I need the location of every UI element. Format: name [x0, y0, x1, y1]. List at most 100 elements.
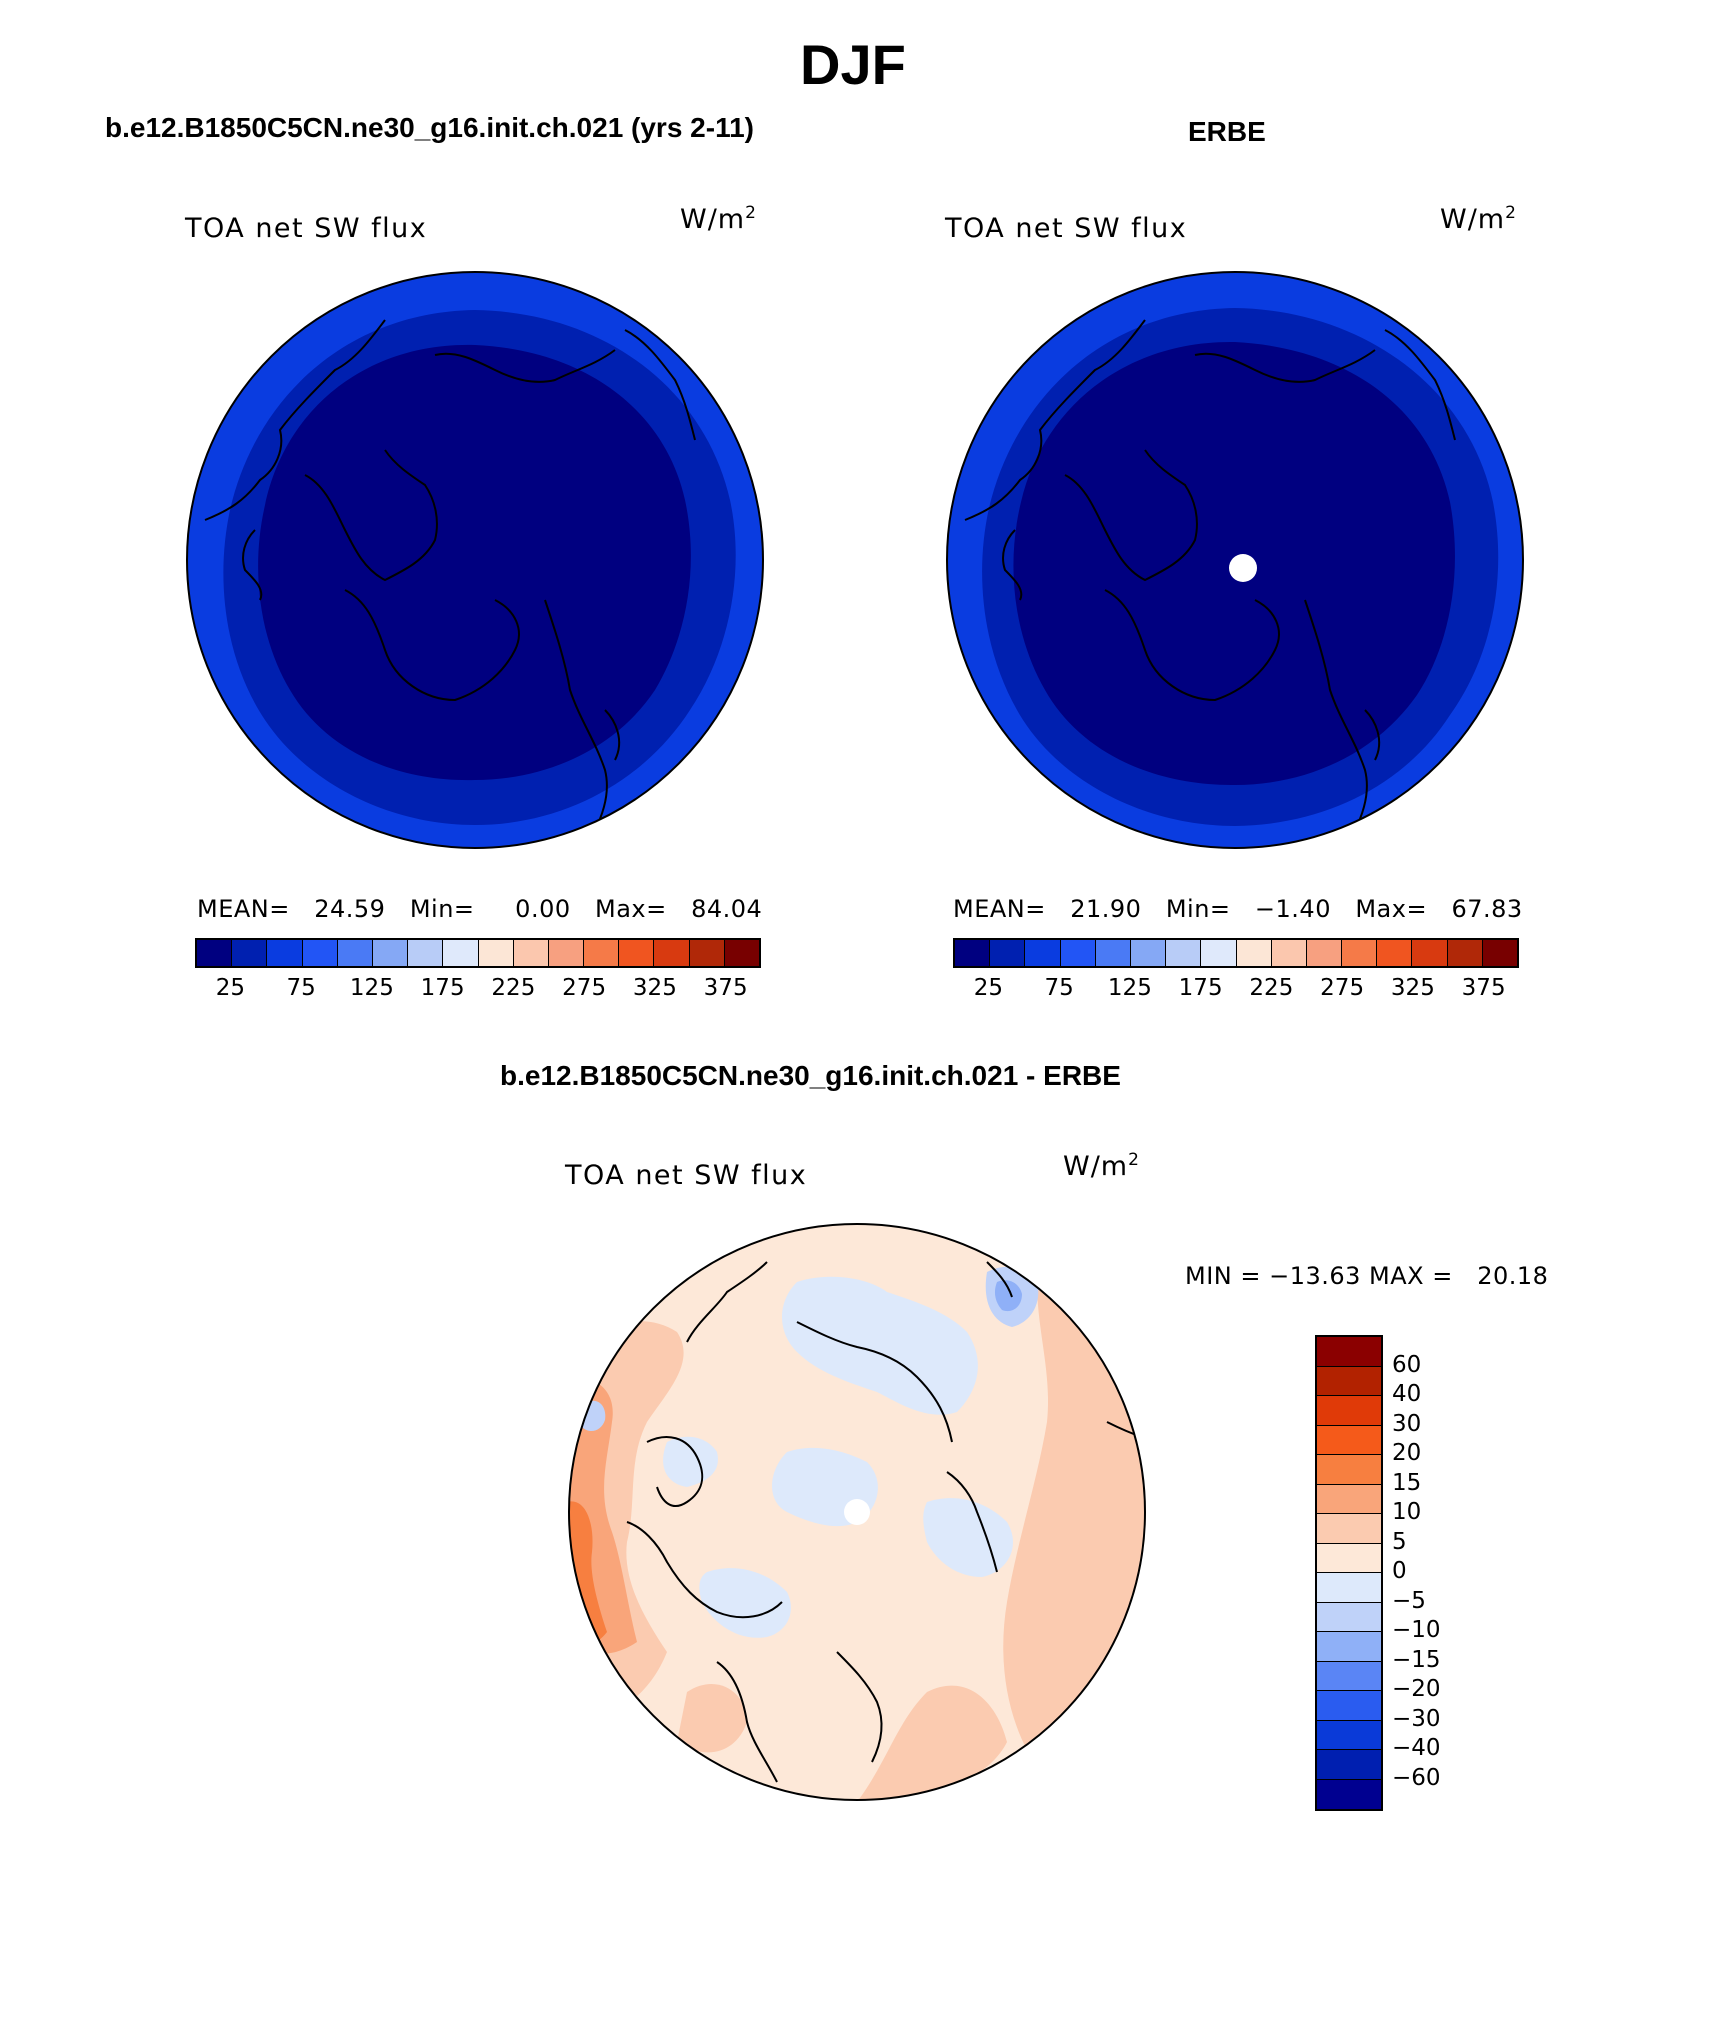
model-colorbar-box	[267, 940, 303, 966]
obs-polar-map	[946, 271, 1524, 849]
obs-colorbar-box	[1447, 940, 1483, 966]
diff-colorbar-tick-label: 5	[1392, 1528, 1407, 1555]
model-colorbar-box	[372, 940, 409, 966]
model-colorbar-box	[443, 940, 479, 966]
obs-colorbar-box	[1412, 940, 1448, 966]
diff-coastlines	[626, 1261, 1143, 1783]
model-stats: MEAN= 24.59 Min= 0.00 Max= 84.04	[197, 895, 763, 923]
model-coastlines	[204, 319, 696, 831]
obs-colorbar-box	[1377, 940, 1413, 966]
model-colorbar-box	[689, 940, 725, 966]
obs-stats: MEAN= 21.90 Min= −1.40 Max= 67.83	[953, 895, 1523, 923]
diff-colorbar-box	[1317, 1455, 1381, 1485]
model-field-label: TOA net SW flux	[185, 213, 428, 244]
obs-colorbar-tick-label: 275	[1320, 975, 1365, 1001]
model-colorbar-box	[337, 940, 373, 966]
diff-colorbar-box	[1317, 1632, 1381, 1662]
figure-title: DJF	[800, 33, 906, 96]
model-colorbar-tick-label: 125	[349, 975, 394, 1001]
diff-colorbar-tick-label: 0	[1392, 1558, 1407, 1584]
diff-field-label: TOA net SW flux	[565, 1160, 808, 1191]
diff-colorbar-tick-label: 15	[1392, 1469, 1422, 1496]
diff-neg-ne3	[994, 1280, 1022, 1312]
obs-colorbar-tick-label: 325	[1390, 975, 1435, 1001]
diff-map-border	[568, 1223, 1146, 1801]
diff-neg-east	[923, 1498, 1013, 1577]
diff-colorbar-box	[1317, 1514, 1381, 1544]
diff-colorbar-box	[1317, 1750, 1381, 1780]
diff-polar-map	[568, 1223, 1146, 1801]
diff-stats: MIN = −13.63 MAX = 20.18	[1185, 1262, 1549, 1290]
diff-colorbar-box	[1317, 1779, 1381, 1809]
obs-colorbar-ticks: 25 75 125 175 225 275 325 375	[953, 975, 1519, 1005]
model-colorbar-box	[513, 940, 549, 966]
model-colorbar-box	[478, 940, 514, 966]
model-colorbar-ticks: 25 75 125 175 225 275 325 375	[195, 975, 761, 1005]
obs-colorbar-box	[1025, 940, 1061, 966]
model-colorbar-box	[619, 940, 655, 966]
model-colorbar-tick-label: 225	[491, 975, 536, 1001]
diff-colorbar-tick-label: −40	[1392, 1735, 1441, 1761]
obs-colorbar-box	[1166, 940, 1202, 966]
obs-colorbar-tick-label: 225	[1249, 975, 1294, 1001]
diff-colorbar-ticks: 60 40 30 20 15 10 5 0 −5 −10 −15 −20 −30 −40 −60	[1392, 1335, 1512, 1807]
obs-coastlines	[964, 319, 1456, 831]
diff-colorbar-tick-label: −10	[1392, 1617, 1441, 1643]
diff-colorbar-box	[1317, 1602, 1381, 1632]
model-colorbar-tick-label: 325	[632, 975, 677, 1001]
model-colorbar-box	[584, 940, 620, 966]
model-colorbar-tick-label: 75	[286, 975, 316, 1001]
diff-pos-southwest	[677, 1683, 747, 1753]
diff-neg-south	[699, 1568, 791, 1638]
model-colorbar-box	[302, 940, 338, 966]
diff-missing-pole	[844, 1499, 870, 1525]
obs-map-border	[946, 271, 1524, 849]
diff-neg-west	[663, 1436, 718, 1487]
diff-colorbar-box	[1317, 1396, 1381, 1426]
diff-colorbar-tick-label: −30	[1392, 1705, 1441, 1732]
diff-colorbar-tick-label: 40	[1392, 1381, 1422, 1407]
diff-panel-title: b.e12.B1850C5CN.ne30_g16.init.ch.021 - E…	[500, 1060, 1121, 1091]
diff-neg-ne	[782, 1276, 978, 1415]
diff-units-label: W/m2	[1063, 1150, 1140, 1182]
diff-colorbar-tick-label: 20	[1392, 1440, 1422, 1466]
model-colorbar-box	[232, 940, 268, 966]
diff-colorbar	[1315, 1335, 1383, 1811]
obs-colorbar-box	[1482, 940, 1517, 966]
obs-units-label: W/m2	[1440, 203, 1517, 235]
model-colorbar-box	[197, 940, 233, 966]
model-colorbar-box	[654, 940, 690, 966]
obs-colorbar-box	[955, 940, 991, 966]
diff-colorbar-box	[1317, 1425, 1381, 1455]
obs-colorbar	[953, 938, 1519, 968]
model-colorbar-box	[724, 940, 759, 966]
diff-colorbar-box	[1317, 1366, 1381, 1396]
model-colorbar	[195, 938, 761, 968]
model-map-border	[186, 271, 764, 849]
diff-colorbar-box	[1317, 1337, 1381, 1367]
model-colorbar-box	[548, 940, 585, 966]
obs-colorbar-tick-label: 125	[1107, 975, 1152, 1001]
diff-colorbar-box	[1317, 1484, 1381, 1514]
diff-colorbar-tick-label: −60	[1392, 1764, 1441, 1791]
obs-colorbar-box	[1060, 940, 1096, 966]
obs-field-label: TOA net SW flux	[945, 213, 1188, 244]
model-panel-title: b.e12.B1850C5CN.ne30_g16.init.ch.021 (yr…	[105, 112, 755, 143]
model-polar-map	[186, 271, 764, 849]
diff-colorbar-box	[1317, 1720, 1381, 1750]
diff-colorbar-tick-label: 30	[1392, 1410, 1422, 1437]
diff-colorbar-tick-label: −20	[1392, 1676, 1441, 1702]
model-colorbar-tick-label: 375	[703, 975, 748, 1001]
obs-colorbar-box	[990, 940, 1026, 966]
obs-panel-title: ERBE	[1188, 116, 1266, 147]
model-colorbar-tick-label: 275	[562, 975, 607, 1001]
obs-colorbar-box	[1236, 940, 1272, 966]
obs-colorbar-tick-label: 25	[973, 975, 1004, 1001]
diff-colorbar-box	[1317, 1543, 1381, 1573]
obs-colorbar-box	[1306, 940, 1343, 966]
obs-colorbar-tick-label: 375	[1461, 975, 1506, 1001]
model-colorbar-tick-label: 175	[420, 975, 465, 1001]
diff-pos-south	[857, 1685, 1007, 1800]
obs-colorbar-tick-label: 175	[1178, 975, 1223, 1001]
obs-colorbar-tick-label: 75	[1044, 975, 1074, 1001]
